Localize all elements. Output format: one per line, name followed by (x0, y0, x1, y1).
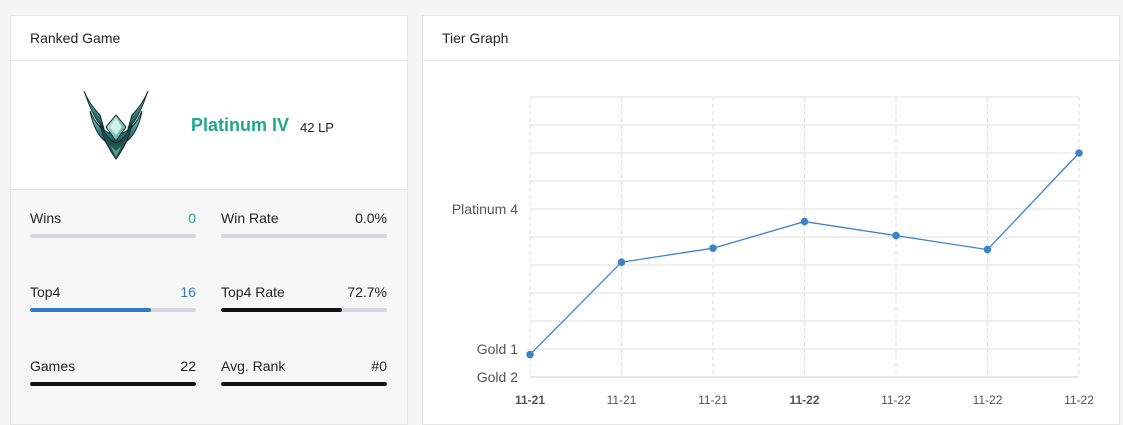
x-tick-label: 11-22 (1064, 393, 1094, 407)
stat-games: Games 22 (30, 358, 196, 398)
stat-bar-fill (30, 382, 196, 386)
x-tick-label: 11-21 (515, 393, 545, 407)
stat-label: Win Rate (221, 210, 279, 226)
platinum-emblem-icon (83, 90, 149, 160)
stat-bar-track (221, 234, 387, 238)
y-tick-label: Gold 1 (477, 341, 518, 357)
stat-bar-fill (30, 308, 151, 312)
stat-bar-track (221, 308, 387, 312)
x-tick-label: 11-21 (698, 393, 728, 407)
stat-bar-track (30, 308, 196, 312)
stat-bar-track (30, 382, 196, 386)
stats-panel: Wins 0 Win Rate 0.0% Top4 16 Top4 Rate 7… (11, 189, 407, 424)
stat-top4: Top4 16 (30, 284, 196, 324)
x-tick-label: 11-22 (881, 393, 911, 407)
stat-label: Top4 Rate (221, 284, 285, 300)
stat-label: Games (30, 358, 76, 374)
stat-bar-fill (221, 382, 387, 386)
stat-value: 0.0% (355, 210, 387, 226)
stat-bar-track (30, 234, 196, 238)
stat-label: Avg. Rank (221, 358, 286, 374)
data-point (983, 245, 992, 254)
data-point (800, 217, 809, 226)
data-point (709, 244, 717, 252)
tier-graph-title: Tier Graph (423, 16, 1119, 61)
data-point (617, 258, 626, 266)
stat-bar-fill (221, 308, 342, 312)
y-tick-label: Gold 2 (477, 369, 518, 385)
ranked-game-card: Ranked Game Platinum IV (10, 15, 408, 425)
data-point (526, 350, 534, 359)
stat-wins: Wins 0 (30, 210, 196, 250)
stat-value: #0 (371, 358, 387, 374)
stat-label: Top4 (30, 284, 61, 300)
stat-top4-rate: Top4 Rate 72.7% (221, 284, 387, 324)
stat-win-rate: Win Rate 0.0% (221, 210, 387, 250)
tier-line-chart: Gold 2 Gold 1 Platinum 4 11-21 11-21 11-21 11-… (452, 96, 1094, 407)
stat-label: Wins (30, 210, 62, 226)
x-tick-label: 11-21 (607, 393, 637, 407)
league-points: 42 LP (300, 120, 334, 135)
x-tick-label: 11-22 (973, 393, 1003, 407)
tier-name: Platinum IV (191, 115, 290, 135)
y-tick-label: Platinum 4 (452, 201, 518, 217)
stat-avg-rank: Avg. Rank #0 (221, 358, 387, 398)
stat-value: 16 (180, 284, 196, 300)
stat-value: 22 (180, 358, 196, 374)
rank-summary: Platinum IV 42 LP (11, 61, 407, 189)
tier-graph-card: Tier Graph Gold 2 Gold 1 Platinum 4 11-21 11… (422, 15, 1120, 425)
stat-value: 72.7% (347, 284, 387, 300)
data-point (1075, 149, 1083, 157)
data-point (892, 231, 900, 240)
ranked-game-title: Ranked Game (11, 16, 407, 61)
stat-bar-track (221, 382, 387, 386)
stat-value: 0 (188, 210, 196, 226)
x-tick-label: 11-22 (789, 393, 819, 407)
